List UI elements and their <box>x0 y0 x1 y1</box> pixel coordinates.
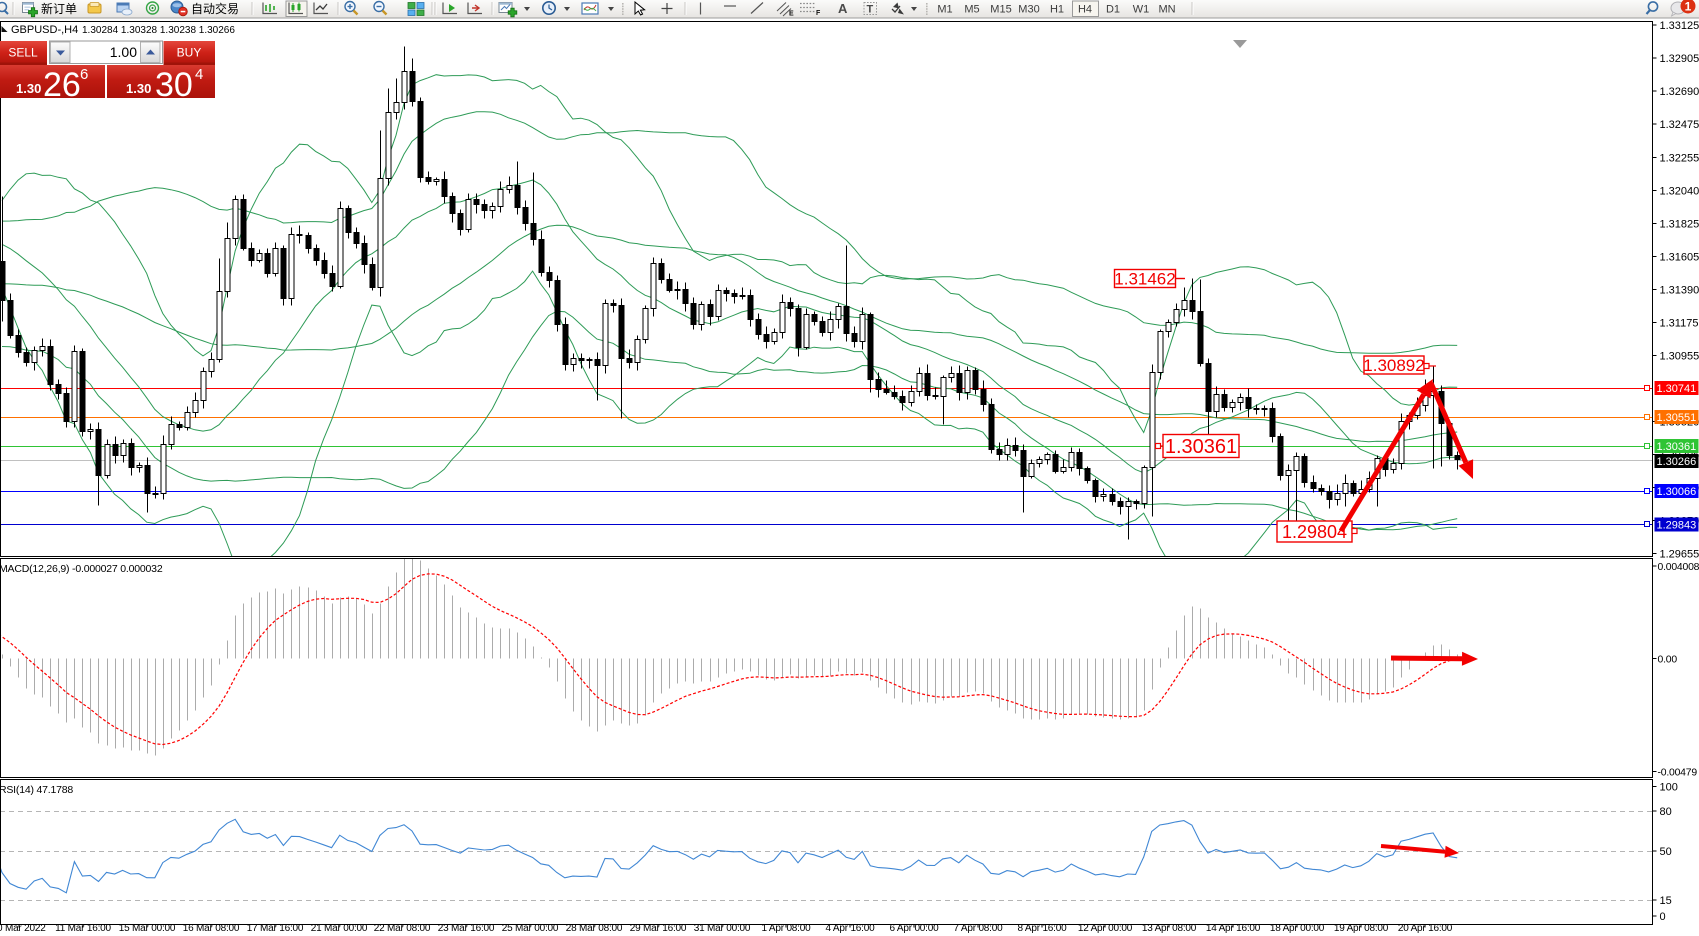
svg-text:20 Apr 16:00: 20 Apr 16:00 <box>1398 923 1453 934</box>
svg-text:1.31605: 1.31605 <box>1660 252 1699 264</box>
svg-text:1 Apr 08:00: 1 Apr 08:00 <box>762 923 812 934</box>
svg-text:1.30361: 1.30361 <box>1657 441 1697 453</box>
svg-text:31 Mar 00:00: 31 Mar 00:00 <box>694 923 751 934</box>
svg-text:50: 50 <box>1660 846 1672 858</box>
svg-text:17 Mar 16:00: 17 Mar 16:00 <box>247 923 304 934</box>
svg-text:MN: MN <box>1158 4 1175 16</box>
svg-text:12 Apr 00:00: 12 Apr 00:00 <box>1078 923 1133 934</box>
svg-text:M5: M5 <box>964 4 979 16</box>
svg-text:F: F <box>816 10 821 17</box>
svg-text:1.30266: 1.30266 <box>1657 456 1697 468</box>
svg-text:RSI(14) 47.1788: RSI(14) 47.1788 <box>0 784 73 796</box>
svg-text:6: 6 <box>80 66 88 83</box>
svg-text:1.30361: 1.30361 <box>1165 436 1237 458</box>
svg-text:22 Mar 08:00: 22 Mar 08:00 <box>374 923 431 934</box>
svg-text:M1: M1 <box>937 4 952 16</box>
svg-text:自动交易: 自动交易 <box>191 1 239 16</box>
svg-text:28 Mar 08:00: 28 Mar 08:00 <box>566 923 623 934</box>
svg-text:1.29843: 1.29843 <box>1657 520 1697 532</box>
svg-text:29 Mar 16:00: 29 Mar 16:00 <box>630 923 687 934</box>
svg-text:1.30955: 1.30955 <box>1660 351 1699 363</box>
svg-text:新订单: 新订单 <box>41 1 77 16</box>
svg-text:1.32255: 1.32255 <box>1660 153 1699 165</box>
svg-text:0: 0 <box>1660 911 1666 923</box>
svg-text:25 Mar 00:00: 25 Mar 00:00 <box>502 923 559 934</box>
svg-text:H4: H4 <box>1078 4 1092 16</box>
svg-text:1.32690: 1.32690 <box>1660 86 1699 98</box>
svg-text:1: 1 <box>1685 0 1692 14</box>
svg-text:M30: M30 <box>1018 4 1039 16</box>
svg-text:1.30741: 1.30741 <box>1657 383 1697 395</box>
svg-text:13 Apr 08:00: 13 Apr 08:00 <box>1142 923 1197 934</box>
svg-text:A: A <box>838 1 848 16</box>
svg-text:1.33125: 1.33125 <box>1660 20 1699 32</box>
svg-text:W1: W1 <box>1133 4 1150 16</box>
svg-text:SELL: SELL <box>8 46 38 60</box>
svg-text:1.31825: 1.31825 <box>1660 219 1699 231</box>
svg-text:15 Mar 00:00: 15 Mar 00:00 <box>119 923 176 934</box>
svg-text:1.31175: 1.31175 <box>1660 318 1699 330</box>
svg-text:E: E <box>789 11 794 18</box>
svg-text:1.31462: 1.31462 <box>1114 270 1175 289</box>
svg-text:T: T <box>867 4 874 16</box>
svg-text:1.31390: 1.31390 <box>1660 285 1699 297</box>
svg-text:GBPUSD-,H4: GBPUSD-,H4 <box>11 24 78 36</box>
svg-text:H1: H1 <box>1050 4 1064 16</box>
svg-text:1.32905: 1.32905 <box>1660 53 1699 65</box>
svg-text:23 Mar 16:00: 23 Mar 16:00 <box>438 923 495 934</box>
svg-text:19 Apr 08:00: 19 Apr 08:00 <box>1334 923 1389 934</box>
svg-text:21 Mar 00:00: 21 Mar 00:00 <box>311 923 368 934</box>
svg-text:80: 80 <box>1660 806 1672 818</box>
svg-text:1.30: 1.30 <box>126 81 151 96</box>
svg-text:14 Apr 16:00: 14 Apr 16:00 <box>1206 923 1261 934</box>
svg-text:MACD(12,26,9) -0.000027 0.0000: MACD(12,26,9) -0.000027 0.000032 <box>0 563 163 575</box>
svg-text:16 Mar 08:00: 16 Mar 08:00 <box>183 923 240 934</box>
svg-text:18 Apr 00:00: 18 Apr 00:00 <box>1270 923 1325 934</box>
svg-text:7 Apr 08:00: 7 Apr 08:00 <box>954 923 1004 934</box>
svg-text:1.29804: 1.29804 <box>1282 522 1347 542</box>
svg-text:M15: M15 <box>990 4 1011 16</box>
svg-text:1.30892: 1.30892 <box>1363 356 1424 375</box>
svg-text:1.30: 1.30 <box>16 81 41 96</box>
svg-text:1.30066: 1.30066 <box>1657 486 1697 498</box>
svg-text:6 Apr 00:00: 6 Apr 00:00 <box>890 923 940 934</box>
svg-text:-0.00479: -0.00479 <box>1658 768 1698 779</box>
svg-text:30: 30 <box>155 66 193 104</box>
svg-text:4: 4 <box>195 66 203 83</box>
svg-text:0.00: 0.00 <box>1658 655 1678 666</box>
svg-text:0 Mar 2022: 0 Mar 2022 <box>0 923 46 934</box>
svg-text:1.00: 1.00 <box>110 44 137 60</box>
svg-text:1.30551: 1.30551 <box>1657 412 1697 424</box>
svg-text:11 Mar 16:00: 11 Mar 16:00 <box>55 923 111 934</box>
svg-text:1.30284 1.30328 1.30238 1.3026: 1.30284 1.30328 1.30238 1.30266 <box>82 25 235 36</box>
svg-text:D1: D1 <box>1106 4 1120 16</box>
svg-text:100: 100 <box>1660 782 1678 794</box>
svg-text:26: 26 <box>43 66 81 104</box>
svg-text:8 Apr 16:00: 8 Apr 16:00 <box>1018 923 1068 934</box>
svg-text:1.32040: 1.32040 <box>1660 186 1699 198</box>
svg-text:BUY: BUY <box>177 46 202 60</box>
svg-text:4 Apr 16:00: 4 Apr 16:00 <box>826 923 876 934</box>
svg-text:1.32475: 1.32475 <box>1660 119 1699 131</box>
svg-text:0.004008: 0.004008 <box>1658 562 1699 573</box>
svg-text:15: 15 <box>1660 895 1672 907</box>
svg-text:1.29655: 1.29655 <box>1660 549 1699 561</box>
